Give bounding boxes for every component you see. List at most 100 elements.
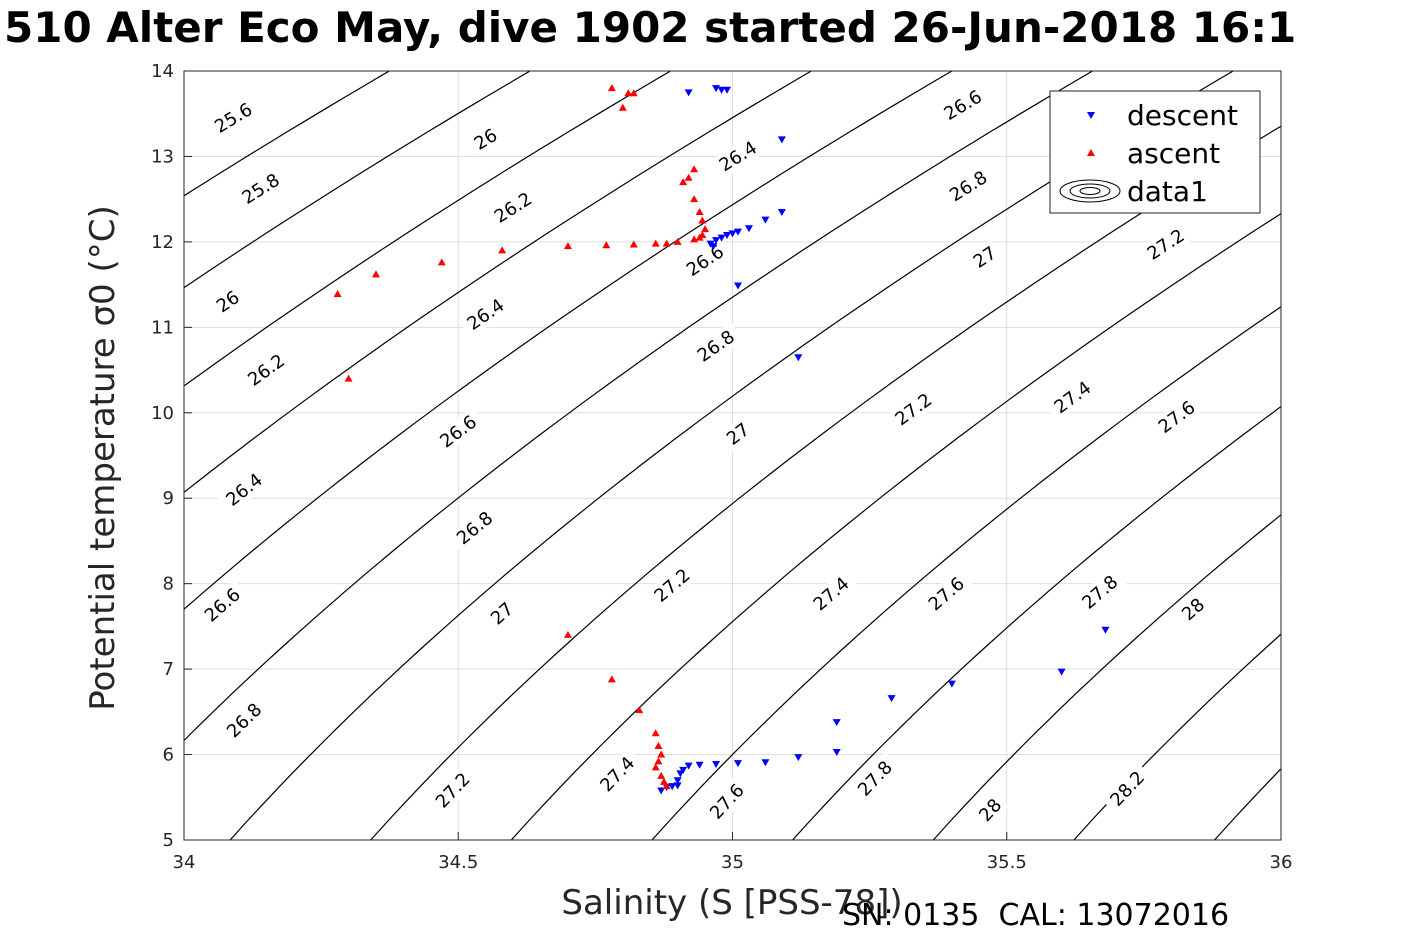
- isopycnal-line: [184, 71, 1093, 742]
- x-tick-label: 34: [173, 852, 196, 873]
- ascent-point: [563, 242, 572, 250]
- contour-label-bg: [688, 322, 744, 371]
- descent-point: [717, 86, 726, 94]
- x-axis-ticks: 34 34.5 35 35.5 36: [173, 832, 1292, 873]
- descent-point: [761, 759, 770, 767]
- data-points: [333, 84, 1110, 795]
- x-tick-label: 34.5: [438, 852, 478, 873]
- contour-label-bg: [232, 165, 289, 213]
- contour-label-bg: [710, 133, 766, 180]
- y-tick-label: 11: [151, 317, 174, 338]
- legend-ascent-label: ascent: [1127, 137, 1220, 170]
- contour-label-bg: [458, 290, 514, 339]
- ascent-point: [618, 103, 627, 111]
- descent-point: [712, 237, 721, 245]
- contour-label-bg: [1174, 591, 1212, 628]
- ascent-point: [333, 290, 342, 298]
- descent-point: [723, 232, 732, 240]
- y-tick-label: 5: [163, 830, 174, 851]
- descent-point: [777, 208, 786, 216]
- isopycnal-line: [184, 71, 671, 387]
- contour-label-bg: [677, 237, 733, 285]
- contour-label-bg: [1138, 221, 1194, 268]
- ascent-point: [654, 742, 663, 750]
- contour-label-bg: [645, 560, 700, 611]
- ascent-point: [651, 729, 660, 737]
- legend-descent-label: descent: [1127, 99, 1238, 132]
- descent-point: [947, 680, 956, 688]
- chart-title: 510 Alter Eco May, dive 1902 started 26-…: [4, 3, 1297, 52]
- contour-label-bg: [804, 568, 859, 620]
- ascent-point: [624, 89, 633, 97]
- contour-label-bg: [966, 239, 1004, 275]
- legend-data1-icon: [1059, 179, 1121, 203]
- contour-label-bg: [485, 184, 541, 231]
- descent-point: [723, 86, 732, 94]
- descent-point: [744, 225, 753, 233]
- contour-label: 27.6: [1149, 392, 1205, 442]
- x-axis-label: Salinity (S [PSS-78]): [561, 883, 902, 923]
- ascent-point: [654, 757, 663, 765]
- contour-label-bg: [934, 82, 991, 128]
- ascent-point: [695, 207, 704, 215]
- legend-data1-label: data1: [1127, 175, 1208, 208]
- descent-point: [1057, 668, 1066, 676]
- ascent-point: [651, 239, 660, 247]
- descent-point: [733, 282, 742, 290]
- contour-labels: 25.625.8262626.226.226.426.426.426.626.6…: [195, 82, 1212, 829]
- contour-label-bg: [209, 284, 247, 320]
- ascent-point: [371, 270, 380, 278]
- ascent-point: [629, 89, 638, 97]
- contour-label-bg: [1149, 392, 1205, 442]
- ascent-point: [679, 178, 688, 186]
- y-tick-label: 9: [163, 488, 174, 509]
- contour-label-bg: [972, 791, 1009, 829]
- isopycnal-line: [184, 71, 531, 289]
- y-axis-label: Potential temperature σ0 (°C): [83, 205, 123, 711]
- ascent-point: [437, 258, 446, 266]
- contour-label-bg: [886, 385, 941, 434]
- legend-box: [1049, 90, 1261, 214]
- descent-point: [709, 243, 718, 251]
- contour-label-bg: [195, 579, 250, 631]
- ascent-point: [695, 233, 704, 241]
- isopycnal-line: [1073, 633, 1281, 840]
- contour-label-bg: [218, 694, 271, 747]
- contour-label-bg: [467, 122, 505, 157]
- ascent-point: [690, 235, 699, 243]
- descent-point: [761, 216, 770, 224]
- ascent-point: [659, 777, 668, 785]
- contour-label-bg: [1045, 373, 1101, 422]
- ascent-point: [698, 216, 707, 224]
- contour-label-bg: [1073, 566, 1127, 618]
- ascent-point: [657, 771, 666, 779]
- y-tick-label: 13: [151, 146, 174, 167]
- y-tick-label: 14: [151, 61, 174, 82]
- ascent-point: [602, 241, 611, 249]
- descent-point: [887, 695, 896, 703]
- descent-point: [1101, 626, 1110, 634]
- contour-label-bg: [849, 752, 902, 805]
- descent-point: [733, 760, 742, 768]
- descent-point: [794, 354, 803, 362]
- descent-point: [684, 89, 693, 97]
- y-tick-label: 6: [163, 745, 174, 766]
- ascent-point: [498, 246, 507, 254]
- y-tick-label: 8: [163, 574, 174, 595]
- contour-label-bg: [719, 416, 757, 452]
- isopycnal-line: [510, 212, 1281, 840]
- descent-point: [777, 136, 786, 144]
- contour-label-bg: [919, 568, 974, 620]
- descent-point: [676, 770, 685, 778]
- contour-label-bg: [447, 503, 502, 554]
- contour-label-bg: [217, 464, 272, 515]
- contour-label-bg: [426, 763, 479, 817]
- descent-point: [832, 719, 841, 727]
- isopycnal-line: [792, 405, 1281, 840]
- y-axis-ticks: 5 6 7 8 9 10 11 12 13 14: [151, 61, 192, 851]
- contour-label-bg: [701, 775, 753, 828]
- descent-point: [657, 787, 666, 795]
- descent-point: [717, 234, 726, 242]
- descent-point: [794, 754, 803, 762]
